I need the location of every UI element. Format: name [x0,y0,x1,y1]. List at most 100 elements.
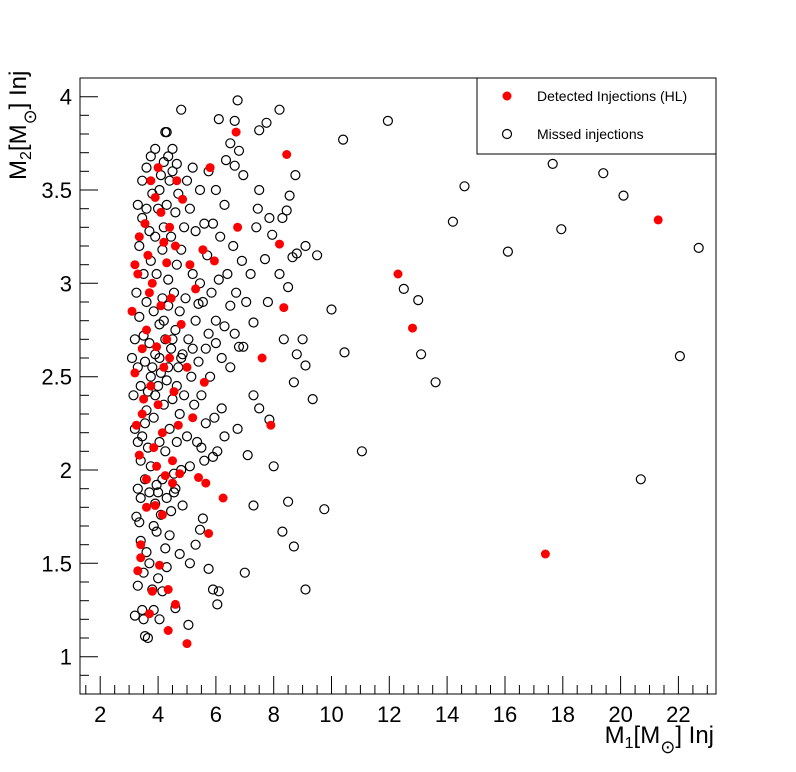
missed-injection-point [300,240,311,252]
missed-injection-point [189,399,200,410]
missed-injection-point [222,268,233,280]
y-tick-label: 2 [60,458,72,483]
missed-injection-point [216,403,227,414]
x-tick-label: 8 [268,702,280,727]
missed-injection-point [181,175,193,186]
missed-injection-point [274,268,285,280]
missed-injection-point [153,487,164,498]
missed-injection-point [138,614,149,625]
missed-injection-point [181,431,193,442]
x-tick-label: 22 [666,702,690,727]
missed-injection-point [174,306,185,317]
missed-injection-point [160,127,171,138]
missed-injection-point [206,287,217,298]
detected-injection-point [233,222,243,232]
missed-injection-point [145,151,156,162]
missed-injection-point [290,170,301,181]
missed-injection-point [225,362,236,373]
x-tick-label: 2 [94,702,106,727]
missed-injection-point [212,599,223,610]
detected-injection-point [173,420,183,430]
missed-injection-point [556,224,567,235]
detected-injection-point [163,626,173,635]
missed-injection-point [598,168,609,179]
missed-injection-point [248,317,259,328]
detected-injection-point [157,428,167,438]
missed-injection-point [674,351,686,362]
missed-injection-point [154,436,165,448]
detected-injection-point [152,461,162,471]
missed-injection-point [413,295,424,306]
detected-injection-point [146,176,156,186]
missed-injection-point [291,349,302,360]
missed-injection-point [300,360,311,371]
missed-injection-point [213,586,224,597]
missed-injection-point [254,403,265,414]
missed-injection-point [254,125,265,136]
missed-injection-point [251,222,262,233]
detected-injection-point [136,540,146,550]
detected-injection-point [156,207,166,217]
missed-injection-point [416,349,427,360]
missed-injection-point [164,423,175,434]
detected-injection-point [162,334,172,344]
missed-injection-point [297,334,308,345]
missed-injection-point [264,212,275,224]
missed-injection-point [288,377,299,388]
detected-injection-point [127,306,137,316]
detected-injection-point [134,232,144,242]
missed-injection-point [174,548,185,560]
detected-injection-point [176,319,186,329]
missed-injection-point [147,362,158,373]
missed-injection-point [194,278,206,289]
y-tick-label: 3.5 [41,178,72,203]
plot-frame [79,77,717,695]
missed-injection-point [205,371,216,382]
missed-injection-point [398,283,409,294]
missed-injection-point [196,390,207,401]
missed-injection-point [203,563,214,575]
detected-injection-point [157,510,167,520]
missed-injection-point [210,315,221,326]
missed-injection-point [219,199,230,210]
missed-injection-point [225,300,236,311]
missed-injection-point [192,436,203,448]
detected-injection-point [191,284,201,294]
missed-injection-point [132,483,143,494]
detected-injection-point [165,222,175,232]
missed-injection-point [137,431,148,442]
missed-injection-point [151,268,162,280]
missed-injection-point [166,231,177,242]
missed-injection-point [268,461,279,472]
missed-injection-point [177,500,188,511]
y-tick-label: 2.5 [41,365,72,390]
missed-injection-point [267,229,278,240]
detected-injection-point [540,549,550,559]
missed-injection-point [291,248,302,259]
missed-injection-point [183,334,194,345]
missed-injection-point [161,375,172,386]
missed-injection-point [248,390,259,401]
missed-injection-point [186,371,197,382]
detected-injection-point [182,639,192,649]
missed-injection-point [219,321,230,332]
missed-injection-point [274,104,285,115]
missed-injection-point [312,250,323,261]
legend-marker-missed [501,128,513,140]
missed-injection-point [213,113,224,125]
missed-injection-point [236,255,247,266]
missed-injection-point [248,500,259,511]
detected-injection-point [178,194,188,204]
detected-injection-point [152,342,162,352]
missed-injection-point [502,246,513,257]
detected-injection-point [204,529,214,538]
missed-injection-point [283,282,294,293]
missed-injection-point [161,492,172,504]
detected-injection-point [150,193,160,202]
detected-injection-point [162,258,172,268]
missed-injection-point [160,446,171,457]
missed-injection-point [131,511,142,522]
missed-injection-point [148,412,159,423]
detected-injection-point [155,560,164,570]
missed-injection-point [179,222,190,233]
